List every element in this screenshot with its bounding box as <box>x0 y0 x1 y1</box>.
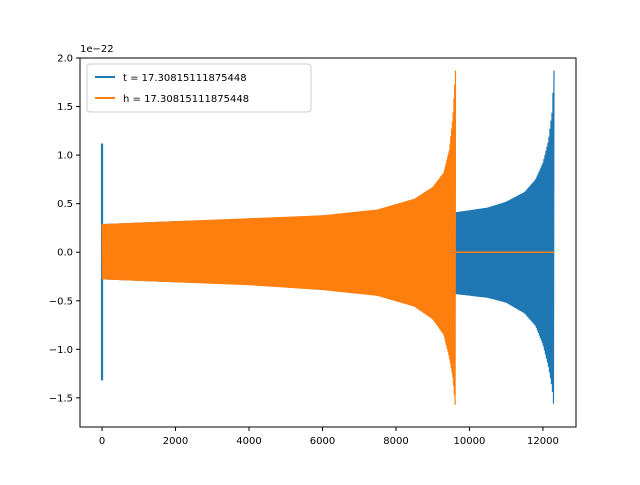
y-axis: −1.5 −1.0 −0.5 0.0 0.5 1.0 1.5 2.0 <box>49 54 80 404</box>
series-1 <box>101 70 554 405</box>
x-tick-label: 6000 <box>310 436 335 447</box>
y-tick-label: 2.0 <box>57 54 73 65</box>
y-tick-label: 1.0 <box>57 151 73 162</box>
x-tick-label: 2000 <box>163 436 188 447</box>
x-tick-label: 10000 <box>454 436 486 447</box>
series-layer <box>100 70 555 405</box>
x-tick-label: 12000 <box>527 436 559 447</box>
legend-label-h: h = 17.30815111875448 <box>123 94 249 105</box>
y-tick-label: 0.0 <box>57 248 73 259</box>
y-offset-text: 1e−22 <box>80 44 114 55</box>
x-tick-label: 4000 <box>236 436 261 447</box>
x-axis: 0 2000 4000 6000 8000 10000 12000 <box>99 427 559 447</box>
legend-box <box>86 63 312 113</box>
x-tick-label: 0 <box>99 436 105 447</box>
legend-label-t: t = 17.30815111875448 <box>123 73 247 84</box>
y-tick-label: 0.5 <box>57 199 73 210</box>
y-tick-label: −0.5 <box>49 296 73 307</box>
y-tick-label: −1.5 <box>49 393 73 404</box>
y-tick-label: −1.0 <box>49 345 73 356</box>
y-tick-label: 1.5 <box>57 102 73 113</box>
legend: t = 17.30815111875448 h = 17.30815111875… <box>86 63 312 113</box>
axes-frame <box>79 57 577 428</box>
series-line <box>101 70 457 405</box>
x-tick-label: 8000 <box>383 436 408 447</box>
